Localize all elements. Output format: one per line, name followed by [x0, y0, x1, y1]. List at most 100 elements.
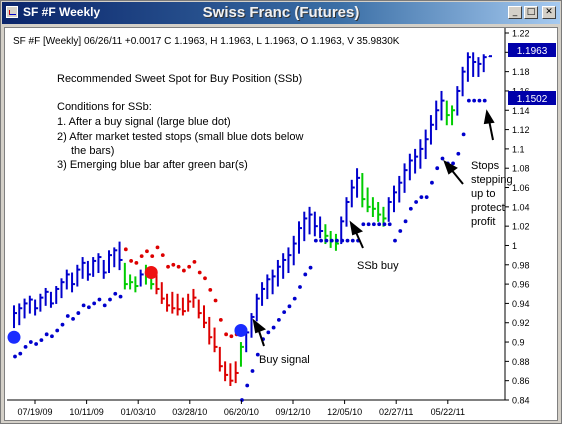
stop-dot — [155, 245, 160, 250]
stop-dot — [276, 317, 281, 322]
price-bar — [377, 202, 382, 222]
price-bar — [303, 211, 308, 242]
x-tick-label: 09/12/10 — [275, 407, 310, 417]
stop-dot — [398, 229, 403, 233]
signal-markers — [7, 266, 248, 344]
chart-info-line: SF #F [Weekly] 06/26/11 +0.0017 C 1.1963… — [13, 36, 400, 47]
stop-dot — [350, 238, 355, 243]
price-bar — [472, 52, 477, 77]
y-tick-label: 0.86 — [512, 376, 530, 386]
x-tick-label: 01/03/10 — [121, 407, 156, 417]
y-tick-label: 1.02 — [512, 222, 530, 232]
price-chart[interactable]: 1.221.21.181.161.141.121.11.081.061.041.… — [5, 28, 557, 420]
price-bar — [393, 185, 397, 213]
price-bar — [488, 55, 492, 58]
price-bar — [49, 291, 54, 308]
chart-area[interactable]: 1.221.21.181.161.141.121.11.081.061.041.… — [4, 27, 558, 421]
stop-dot — [451, 161, 455, 166]
stop-dot — [245, 383, 250, 388]
price-bar — [218, 346, 223, 372]
price-bars — [13, 52, 492, 387]
stop-dot — [414, 200, 419, 204]
price-bar — [429, 115, 434, 145]
price-bar — [134, 276, 139, 293]
price-bar — [403, 163, 408, 193]
price-bar — [60, 278, 65, 299]
y-tick-label: 1.18 — [512, 67, 530, 77]
stop-dot — [224, 332, 229, 337]
price-bar — [298, 221, 302, 254]
chart-title: Swiss Franc (Futures) — [202, 4, 360, 21]
stop-dot — [39, 338, 44, 343]
stop-dot — [240, 398, 244, 402]
stop-dot — [382, 222, 387, 227]
annotation-text: Recommended Sweet Spot for Buy Position … — [57, 73, 513, 366]
price-bar — [113, 247, 118, 268]
price-bar — [28, 295, 33, 314]
maximize-button[interactable]: □ — [524, 6, 538, 19]
y-tick-label: 1.14 — [512, 106, 530, 116]
stop-dot — [139, 254, 144, 258]
price-bar — [102, 259, 107, 279]
stop-dot — [50, 334, 54, 339]
stop-dot — [430, 180, 434, 185]
price-bar — [255, 293, 260, 322]
price-bar — [208, 316, 213, 345]
y-tick-label: 1.06 — [512, 183, 530, 193]
stop-dot — [366, 222, 371, 227]
stop-dot — [181, 268, 186, 273]
y-tick-label: 0.88 — [512, 357, 530, 367]
price-bar — [229, 363, 234, 387]
chart-app-icon[interactable] — [6, 6, 18, 18]
stop-dot — [387, 222, 392, 227]
close-button[interactable]: ✕ — [542, 6, 556, 19]
price-bar — [76, 264, 81, 287]
stop-dot — [145, 249, 149, 254]
stop-dot — [335, 238, 339, 243]
stop-dot — [424, 195, 429, 200]
stop-dot — [340, 238, 345, 243]
price-bar — [440, 90, 445, 121]
y-tick-label: 1.12 — [512, 125, 530, 135]
price-bar — [313, 211, 318, 237]
stop-dot — [86, 305, 91, 310]
stop-dot — [324, 238, 329, 243]
title-bar[interactable]: SF #F Weekly Swiss Franc (Futures) _ □ ✕ — [2, 2, 560, 24]
stop-dot — [440, 156, 445, 161]
price-bar — [166, 293, 171, 312]
price-bar — [366, 187, 371, 213]
y-tick-label: 0.92 — [512, 318, 530, 328]
price-bar — [456, 86, 461, 116]
stop-dot — [456, 151, 461, 156]
price-bar — [65, 269, 70, 290]
buy-signal-label: Buy signal — [259, 354, 310, 366]
y-tick-label: 1 — [512, 241, 517, 251]
stop-dots — [13, 98, 487, 402]
stop-dot — [203, 276, 207, 281]
price-bar — [250, 313, 255, 338]
chart-grid — [7, 28, 506, 401]
stop-dot — [250, 369, 255, 373]
y-tick-label: 1.04 — [512, 202, 530, 212]
price-bar — [461, 66, 466, 97]
stop-dot — [71, 316, 75, 321]
y-tick-label: 0.94 — [512, 299, 530, 309]
stop-dot — [76, 311, 81, 315]
price-bar — [345, 197, 350, 227]
y-axis: 1.221.21.181.161.141.121.11.081.061.041.… — [505, 29, 530, 406]
stop-dot — [81, 303, 86, 308]
last-price-label: 1.1963 — [517, 46, 548, 57]
stop-price-label-bg — [508, 91, 556, 105]
stop-dot — [160, 253, 165, 258]
stop-dot — [34, 342, 39, 346]
stop-dot — [393, 238, 397, 243]
price-bar — [361, 173, 366, 208]
ssb-buy-label: SSb buy — [357, 260, 399, 272]
annotation-heading: Recommended Sweet Spot for Buy Position … — [57, 73, 302, 85]
price-bar — [203, 305, 207, 329]
stop-dot — [123, 247, 128, 252]
price-bar — [108, 250, 112, 274]
price-bar — [197, 299, 202, 319]
minimize-button[interactable]: _ — [508, 6, 522, 19]
price-bar — [435, 100, 440, 131]
